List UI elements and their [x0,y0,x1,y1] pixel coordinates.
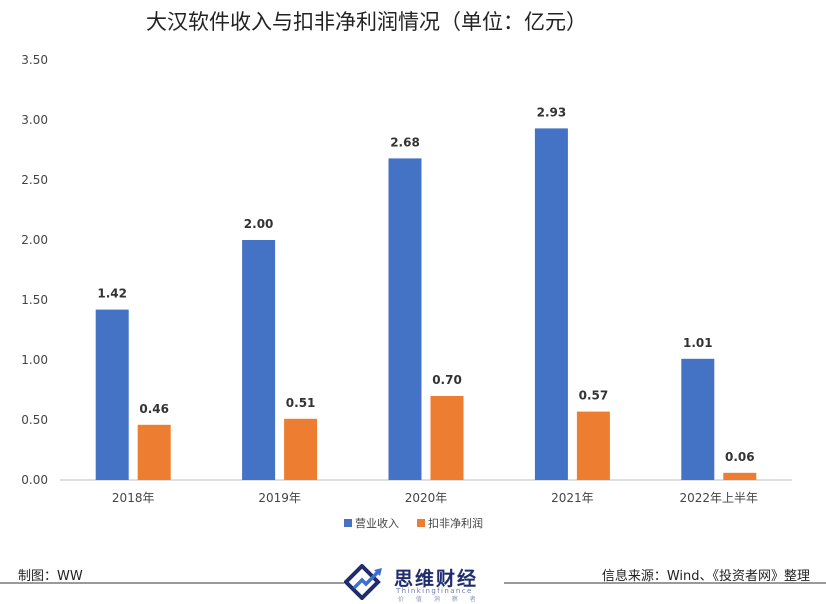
chart-maker-credit: 制图：WW [18,569,83,584]
data-label: 2.93 [537,105,567,119]
legend-label: 扣非净利润 [428,516,483,530]
logo-mark-icon [344,564,382,600]
x-tick-label: 2020年 [405,491,448,505]
chart-title: 大汉软件收入与扣非净利润情况（单位：亿元） [146,10,587,34]
data-label: 1.01 [683,336,713,350]
bar-revenue [95,309,129,480]
data-label: 2.68 [390,135,420,149]
brand-logo: 思维财经 Thinkingfinance 价 值 洞 察 者 [344,562,504,603]
y-tick-label: 0.00 [21,473,48,487]
y-tick-label: 3.00 [21,113,48,127]
bar-net-profit [576,411,610,480]
bar-revenue [388,158,422,480]
data-label: 2.00 [244,217,274,231]
legend-label: 营业收入 [355,516,399,530]
y-tick-label: 1.00 [21,353,48,367]
logo-name: 思维财经 [394,568,479,590]
data-label: 0.46 [139,402,169,416]
bar-net-profit [137,424,171,480]
legend-swatch [417,519,425,527]
logo-tagline: 价 值 洞 察 者 [398,596,481,603]
data-label: 0.57 [579,389,609,403]
y-tick-label: 1.50 [21,293,48,307]
bar-net-profit [723,472,757,480]
data-source-note: 信息来源：Wind、《投资者网》整理 [601,569,810,584]
data-label: 0.51 [286,396,316,410]
bar-revenue [242,240,276,480]
legend-swatch [344,519,352,527]
y-tick-label: 2.50 [21,173,48,187]
y-tick-label: 2.00 [21,233,48,247]
y-tick-label: 0.50 [21,413,48,427]
logo-subtitle: Thinkingfinance [396,587,473,595]
bar-chart: 0.00 0.50 1.00 1.50 2.00 2.50 3.00 3.50 1.42 0.46… [21,53,792,530]
x-tick-label: 2022年上半年 [680,491,759,505]
x-tick-label: 2021年 [551,491,594,505]
data-label: 1.42 [97,287,127,301]
bar-revenue [681,358,715,480]
data-label: 0.70 [432,373,462,387]
bar-net-profit [430,396,464,480]
y-tick-label: 3.50 [21,53,48,67]
data-label: 0.06 [725,450,755,464]
bar-net-profit [284,418,318,480]
bar-revenue [534,128,568,480]
x-tick-label: 2019年 [258,491,301,505]
x-tick-label: 2018年 [112,491,155,505]
